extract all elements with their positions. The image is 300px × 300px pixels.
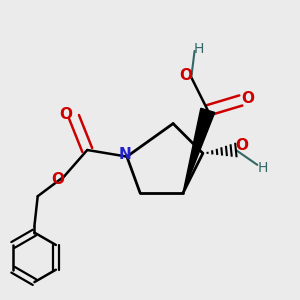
Text: O: O	[52, 172, 65, 187]
Text: O: O	[179, 68, 192, 83]
Polygon shape	[183, 108, 215, 193]
Text: O: O	[59, 107, 72, 122]
Text: O: O	[242, 91, 255, 106]
Text: H: H	[258, 160, 268, 175]
Text: N: N	[119, 148, 132, 163]
Text: O: O	[235, 137, 248, 152]
Text: H: H	[194, 42, 204, 56]
